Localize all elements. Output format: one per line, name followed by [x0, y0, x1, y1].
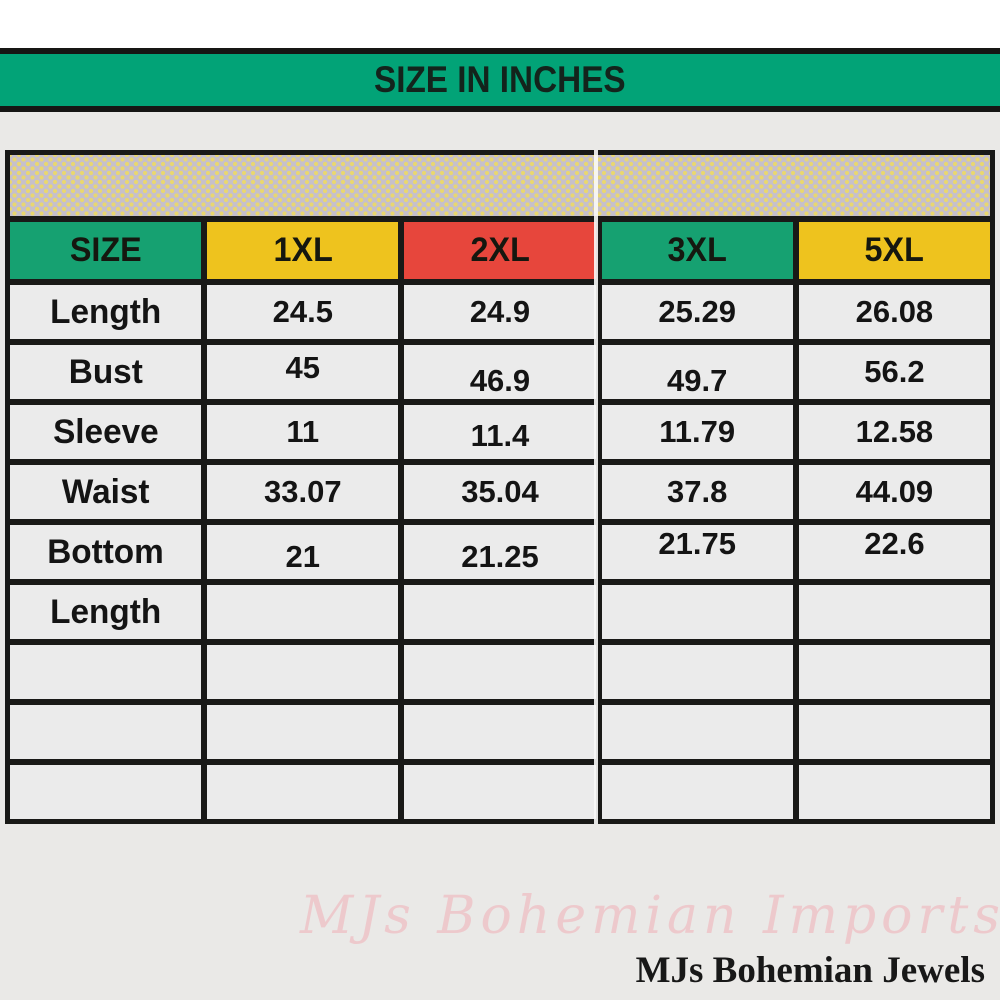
cell-r0-c0-text: 24.5 [272, 294, 333, 329]
watermark-script-text: MJs Bohemian Imports [300, 886, 1000, 946]
column-header-size: SIZE [10, 222, 202, 279]
cell-r3-c3-text: 44.09 [855, 474, 934, 509]
column-header-5xl: 5XL [798, 222, 990, 279]
row-label-5: Length [10, 585, 202, 639]
cell-r4-c2: 21.75 [601, 525, 793, 579]
cell-r1-c2: 49.7 [601, 345, 793, 399]
cell-r7-c2 [601, 705, 793, 759]
cell-r1-c1-text: 46.9 [469, 363, 531, 398]
cell-r8-c2 [601, 765, 793, 819]
row-label-0: Length [10, 285, 202, 339]
row-label-2-text: Sleeve [52, 412, 159, 451]
cell-r1-c3: 56.2 [798, 345, 990, 399]
cell-r1-c1: 46.9 [404, 345, 596, 399]
cell-r3-c2: 37.8 [601, 465, 793, 519]
cell-r2-c0-text: 11 [286, 414, 320, 449]
cell-r0-c0: 24.5 [207, 285, 399, 339]
cell-r4-c1: 21.25 [404, 525, 596, 579]
cell-r6-c3 [798, 645, 990, 699]
cell-r8-c0 [207, 765, 399, 819]
row-label-3: Waist [10, 465, 202, 519]
column-header-3xl-text: 3XL [667, 231, 727, 269]
cell-r4-c0-text: 21 [285, 539, 321, 574]
size-in-inches-band: SIZE IN INCHES [0, 48, 1000, 112]
cell-r0-c1: 24.9 [404, 285, 596, 339]
cell-r3-c0: 33.07 [207, 465, 399, 519]
column-header-2xl: 2XL [404, 222, 596, 279]
size-table: SIZE 1XL 2XL 3XL 5XL Length 24.5 24.9 25.29 26.08… [5, 150, 995, 824]
cell-r8-c1 [404, 765, 596, 819]
brand-name-text: MJs Bohemian Jewels [635, 950, 985, 991]
cell-r0-c2-text: 25.29 [658, 294, 736, 329]
cell-r2-c0: 11 [207, 405, 399, 459]
cell-r1-c2-text: 49.7 [667, 363, 728, 398]
column-header-size-text: SIZE [69, 231, 142, 269]
row-label-1: Bust [10, 345, 202, 399]
column-header-5xl-text: 5XL [864, 231, 925, 269]
cell-r5-c3 [798, 585, 990, 639]
row-label-2: Sleeve [10, 405, 202, 459]
cell-r5-c1 [404, 585, 596, 639]
cell-r0-c1-text: 24.9 [469, 294, 531, 329]
row-label-8 [10, 765, 202, 819]
chart-title: SIZE IN INCHES [374, 59, 626, 100]
cell-r4-c3-text: 22.6 [864, 526, 925, 561]
row-label-4: Bottom [10, 525, 202, 579]
dotted-pattern-band [10, 155, 990, 216]
cell-r2-c1-text: 11.4 [470, 418, 530, 453]
cell-r1-c0: 45 [207, 345, 399, 399]
cell-r5-c2 [601, 585, 793, 639]
cell-r3-c1: 35.04 [404, 465, 596, 519]
cell-r6-c1 [404, 645, 596, 699]
column-header-1xl-text: 1XL [273, 231, 333, 269]
column-header-1xl: 1XL [207, 222, 399, 279]
cell-r1-c3-text: 56.2 [864, 354, 925, 389]
row-label-7 [10, 705, 202, 759]
cell-r5-c0 [207, 585, 399, 639]
row-label-6 [10, 645, 202, 699]
cell-r3-c1-text: 35.04 [461, 474, 539, 509]
cell-r4-c1-text: 21.25 [461, 539, 539, 574]
cell-r3-c0-text: 33.07 [264, 474, 342, 509]
cell-r8-c3 [798, 765, 990, 819]
row-label-0-text: Length [50, 292, 162, 331]
cell-r7-c1 [404, 705, 596, 759]
cell-r6-c2 [601, 645, 793, 699]
cell-r7-c3 [798, 705, 990, 759]
cell-r0-c3: 26.08 [798, 285, 990, 339]
cell-r4-c0: 21 [207, 525, 399, 579]
image-stitch-seam [594, 150, 598, 824]
column-header-2xl-text: 2XL [470, 231, 530, 269]
cell-r3-c3: 44.09 [798, 465, 990, 519]
cell-r2-c2-text: 11.79 [659, 414, 736, 449]
row-label-1-text: Bust [68, 352, 143, 391]
cell-r2-c2: 11.79 [601, 405, 793, 459]
cell-r0-c3-text: 26.08 [855, 294, 934, 329]
cell-r1-c0-text: 45 [285, 350, 321, 385]
cell-r4-c2-text: 21.75 [658, 526, 736, 561]
cell-r6-c0 [207, 645, 399, 699]
row-label-3-text: Waist [61, 472, 150, 511]
cell-r7-c0 [207, 705, 399, 759]
row-label-5-text: Length [50, 592, 162, 631]
column-header-3xl: 3XL [601, 222, 793, 279]
row-label-4-text: Bottom [47, 532, 164, 571]
cell-r3-c2-text: 37.8 [667, 474, 728, 509]
cell-r2-c3: 12.58 [798, 405, 990, 459]
cell-r4-c3: 22.6 [798, 525, 990, 579]
cell-r0-c2: 25.29 [601, 285, 793, 339]
cell-r2-c3-text: 12.58 [855, 414, 934, 449]
cell-r2-c1: 11.4 [404, 405, 596, 459]
